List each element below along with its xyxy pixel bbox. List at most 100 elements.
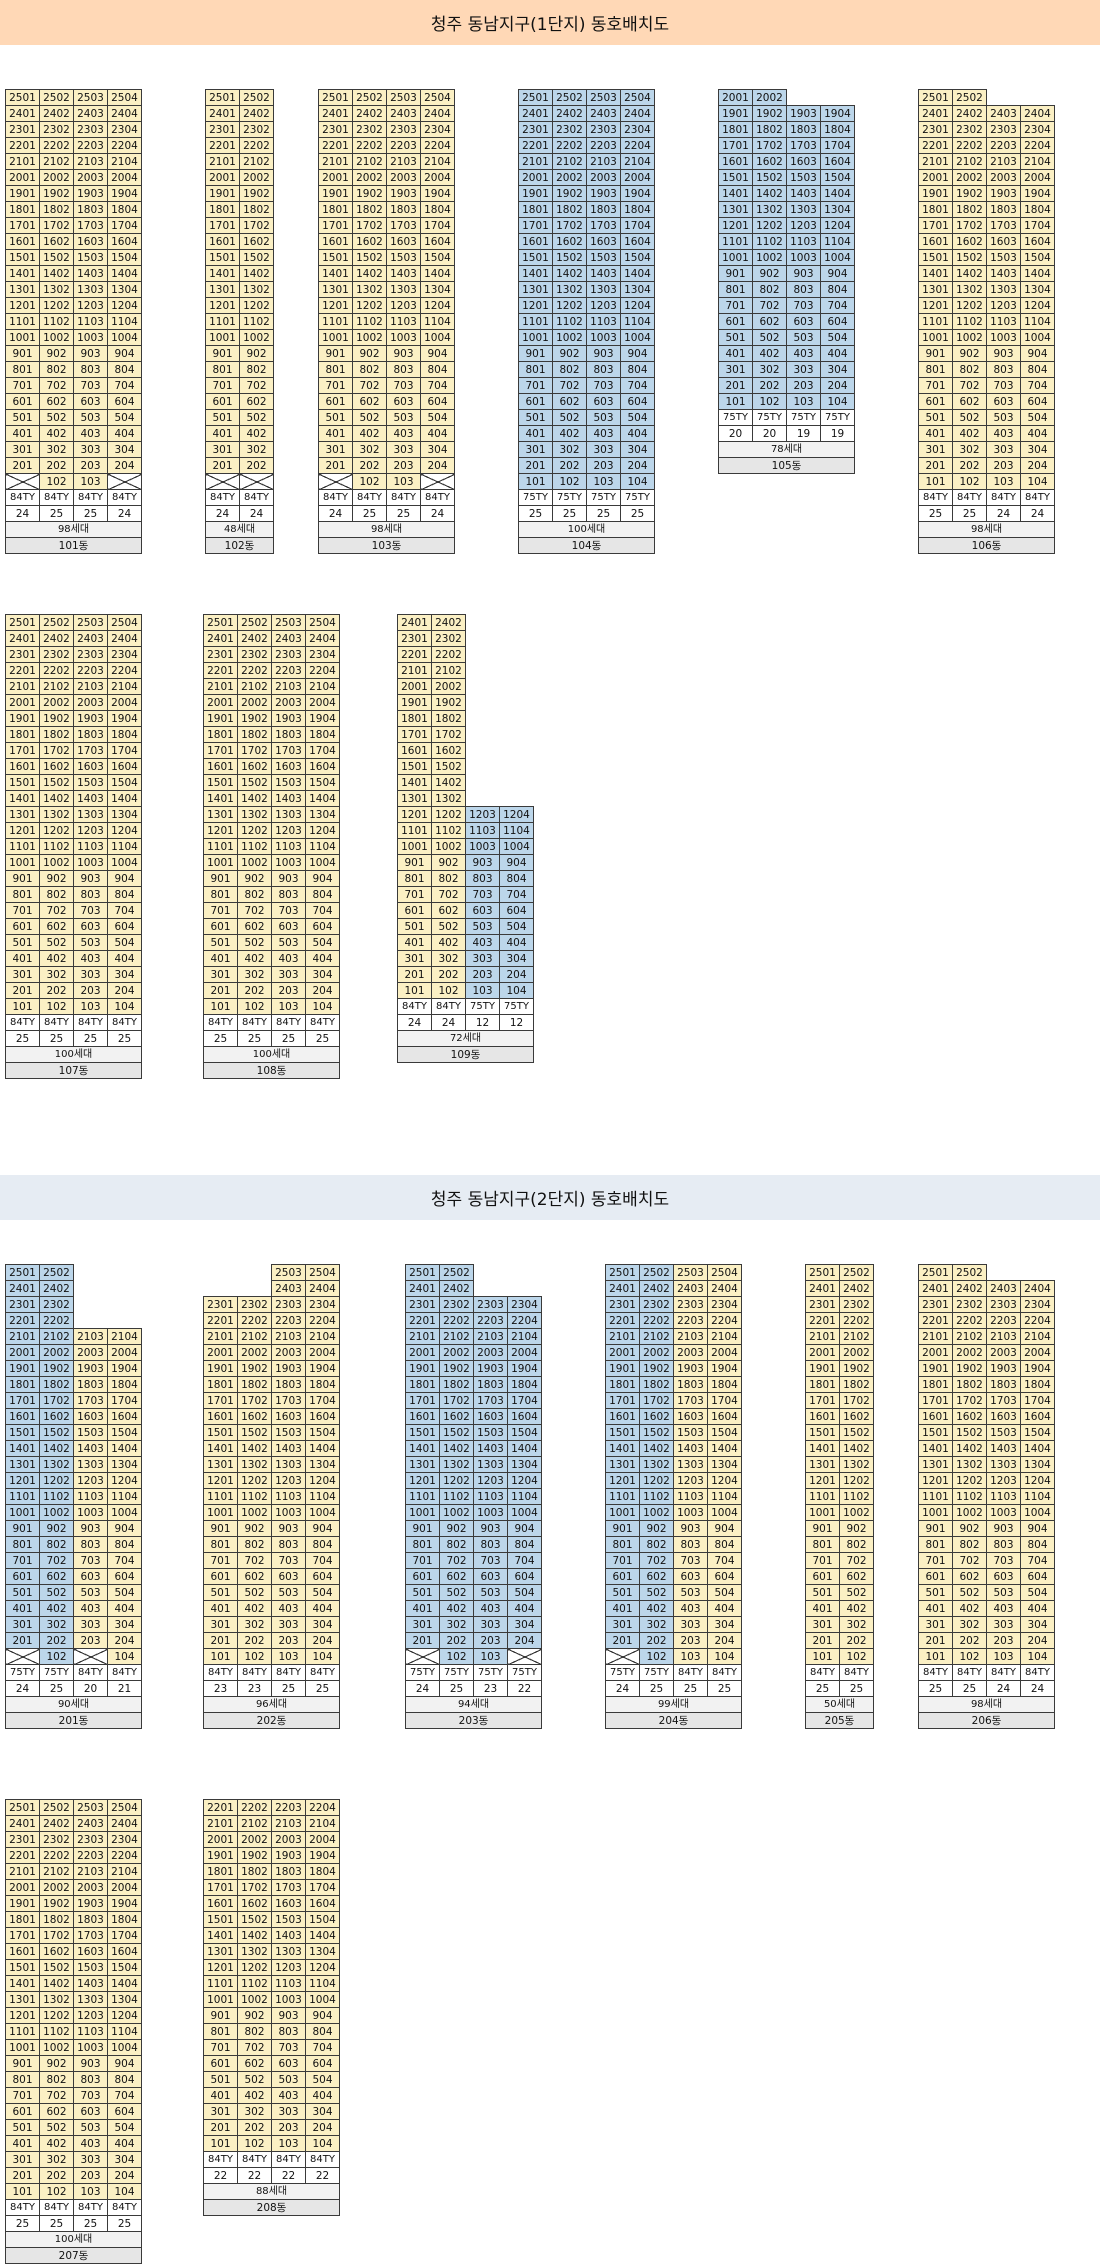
unit-cell: 203 [986, 457, 1021, 474]
unit-cell: 304 [1020, 441, 1055, 458]
unit-cell: 403 [986, 1600, 1021, 1617]
unit-cell: 1704 [1020, 1392, 1055, 1409]
unit-cell: 1102 [237, 1488, 272, 1505]
void-unit-cell [205, 473, 240, 490]
unit-cell: 704 [107, 1552, 142, 1569]
unit-cell: 201 [5, 457, 40, 474]
unit-cell: 2104 [707, 1328, 742, 1345]
unit-cell: 302 [237, 2103, 272, 2120]
unit-cell: 1902 [952, 185, 987, 202]
unit-cell: 2202 [439, 1312, 474, 1329]
unit-cell: 2003 [73, 1879, 108, 1896]
unit-cell: 903 [73, 345, 108, 362]
unit-cell: 1501 [203, 1911, 238, 1928]
unit-cell: 2202 [639, 1312, 674, 1329]
unit-cell: 1501 [518, 249, 553, 266]
line-count: 24 [5, 1680, 40, 1697]
unit-cell: 1404 [107, 790, 142, 807]
unit-cell: 2202 [237, 1799, 272, 1816]
unit-cell: 204 [305, 2119, 340, 2136]
unit-cell: 404 [107, 950, 142, 967]
unit-cell: 1304 [107, 1456, 142, 1473]
unit-cell: 603 [786, 313, 821, 330]
unit-cell: 2104 [620, 153, 655, 170]
unit-cell: 503 [271, 2071, 306, 2088]
unit-cell: 901 [605, 1520, 640, 1537]
unit-cell: 604 [499, 902, 534, 919]
unit-cell: 2301 [203, 646, 238, 663]
unit-cell: 601 [5, 393, 40, 410]
unit-cell: 1701 [918, 217, 953, 234]
household-total: 96세대 [203, 1696, 340, 1713]
unit-cell: 1502 [752, 169, 787, 186]
unit-type-label: 84TY [237, 2151, 272, 2168]
unit-type-label: 84TY [305, 1014, 340, 1031]
unit-cell: 2001 [397, 678, 432, 695]
unit-cell: 2102 [839, 1328, 874, 1345]
unit-cell: 2203 [73, 1847, 108, 1864]
unit-cell: 1302 [237, 806, 272, 823]
unit-cell: 1803 [73, 1911, 108, 1928]
unit-cell: 1704 [107, 1392, 142, 1409]
unit-cell: 103 [673, 1648, 708, 1665]
unit-cell: 1803 [473, 1376, 508, 1393]
line-count: 24 [1020, 505, 1055, 522]
unit-cell: 2304 [107, 646, 142, 663]
unit-cell: 1501 [203, 1424, 238, 1441]
unit-cell: 402 [952, 1600, 987, 1617]
unit-cell: 601 [5, 918, 40, 935]
unit-cell: 402 [752, 345, 787, 362]
unit-cell: 2003 [673, 1344, 708, 1361]
unit-cell: 2103 [473, 1328, 508, 1345]
section-2-title: 청주 동남지구(2단지) 동호배치도 [0, 1175, 1100, 1220]
unit-cell: 102 [237, 1648, 272, 1665]
line-count: 23 [203, 1680, 238, 1697]
unit-cell: 2404 [1020, 1280, 1055, 1297]
unit-cell: 604 [305, 1568, 340, 1585]
unit-cell: 1903 [386, 185, 421, 202]
unit-cell: 103 [586, 473, 621, 490]
unit-type-label: 75TY [605, 1664, 640, 1681]
unit-cell: 1403 [986, 265, 1021, 282]
unit-cell: 1904 [620, 185, 655, 202]
unit-cell: 1804 [107, 1911, 142, 1928]
unit-cell: 1504 [620, 249, 655, 266]
unit-cell: 704 [305, 1552, 340, 1569]
unit-cell: 1204 [820, 217, 855, 234]
unit-cell: 1104 [620, 313, 655, 330]
unit-cell: 801 [918, 1536, 953, 1553]
unit-cell: 2104 [107, 153, 142, 170]
unit-cell: 1602 [552, 233, 587, 250]
unit-cell: 2203 [73, 137, 108, 154]
unit-cell: 2301 [918, 1296, 953, 1313]
unit-cell: 2401 [5, 1280, 40, 1297]
unit-cell: 1201 [5, 2007, 40, 2024]
unit-cell: 2202 [239, 137, 274, 154]
unit-cell: 1701 [605, 1392, 640, 1409]
unit-cell: 1302 [237, 1943, 272, 1960]
unit-cell: 1604 [107, 758, 142, 775]
unit-cell: 701 [518, 377, 553, 394]
unit-cell: 1002 [439, 1504, 474, 1521]
unit-cell: 602 [39, 918, 74, 935]
unit-cell: 1102 [39, 838, 74, 855]
unit-cell: 602 [39, 1568, 74, 1585]
unit-cell: 1602 [39, 1943, 74, 1960]
unit-cell: 2203 [271, 1312, 306, 1329]
unit-cell: 1501 [5, 249, 40, 266]
unit-cell: 1101 [5, 1488, 40, 1505]
unit-cell: 1703 [73, 217, 108, 234]
unit-cell: 202 [952, 1632, 987, 1649]
empty-cell [987, 90, 1021, 106]
unit-cell: 102 [752, 393, 787, 410]
empty-cell [500, 615, 534, 631]
unit-cell: 401 [405, 1600, 440, 1617]
unit-cell: 1801 [5, 726, 40, 743]
unit-cell: 604 [107, 2103, 142, 2120]
unit-cell: 702 [352, 377, 387, 394]
household-total: 98세대 [318, 521, 455, 538]
unit-cell: 1601 [5, 758, 40, 775]
unit-cell: 1502 [39, 1959, 74, 1976]
unit-cell: 802 [39, 361, 74, 378]
unit-cell: 902 [752, 265, 787, 282]
